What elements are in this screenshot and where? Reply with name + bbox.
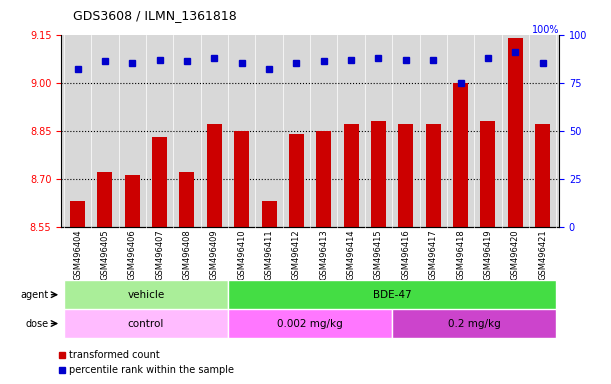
Bar bbox=[508, 38, 523, 227]
Text: control: control bbox=[128, 318, 164, 329]
Bar bbox=[453, 83, 468, 227]
Text: GSM496412: GSM496412 bbox=[292, 229, 301, 280]
Bar bbox=[316, 131, 331, 227]
Text: GSM496407: GSM496407 bbox=[155, 229, 164, 280]
Text: 0.2 mg/kg: 0.2 mg/kg bbox=[448, 318, 500, 329]
Bar bbox=[480, 121, 496, 227]
Bar bbox=[262, 201, 277, 227]
Bar bbox=[234, 131, 249, 227]
Text: BDE-47: BDE-47 bbox=[373, 290, 411, 300]
Text: GSM496408: GSM496408 bbox=[183, 229, 191, 280]
Bar bbox=[64, 280, 228, 309]
Text: GSM496405: GSM496405 bbox=[100, 229, 109, 280]
Bar bbox=[392, 309, 557, 338]
Bar bbox=[398, 124, 414, 227]
Text: GSM496419: GSM496419 bbox=[483, 229, 492, 280]
Bar bbox=[152, 137, 167, 227]
Bar bbox=[64, 309, 228, 338]
Text: agent: agent bbox=[21, 290, 49, 300]
Bar bbox=[426, 124, 441, 227]
Bar bbox=[289, 134, 304, 227]
Bar bbox=[180, 172, 194, 227]
Bar bbox=[228, 280, 557, 309]
Bar bbox=[125, 175, 140, 227]
Text: GSM496417: GSM496417 bbox=[429, 229, 437, 280]
Text: GSM496421: GSM496421 bbox=[538, 229, 547, 280]
Text: GSM496418: GSM496418 bbox=[456, 229, 465, 280]
Text: GSM496415: GSM496415 bbox=[374, 229, 383, 280]
Text: GSM496416: GSM496416 bbox=[401, 229, 411, 280]
Text: 0.002 mg/kg: 0.002 mg/kg bbox=[277, 318, 343, 329]
Text: GSM496413: GSM496413 bbox=[320, 229, 328, 280]
Bar bbox=[97, 172, 112, 227]
Text: GSM496414: GSM496414 bbox=[346, 229, 356, 280]
Text: GSM496420: GSM496420 bbox=[511, 229, 520, 280]
Text: GDS3608 / ILMN_1361818: GDS3608 / ILMN_1361818 bbox=[73, 9, 237, 22]
Bar bbox=[343, 124, 359, 227]
Text: dose: dose bbox=[26, 318, 49, 329]
Legend: transformed count, percentile rank within the sample: transformed count, percentile rank withi… bbox=[54, 346, 238, 379]
Bar bbox=[228, 309, 392, 338]
Bar bbox=[371, 121, 386, 227]
Bar bbox=[207, 124, 222, 227]
Text: GSM496404: GSM496404 bbox=[73, 229, 82, 280]
Text: 100%: 100% bbox=[532, 25, 559, 35]
Text: vehicle: vehicle bbox=[127, 290, 164, 300]
Bar bbox=[70, 201, 85, 227]
Text: GSM496411: GSM496411 bbox=[265, 229, 274, 280]
Text: GSM496410: GSM496410 bbox=[237, 229, 246, 280]
Text: GSM496406: GSM496406 bbox=[128, 229, 137, 280]
Text: GSM496409: GSM496409 bbox=[210, 229, 219, 280]
Bar bbox=[535, 124, 550, 227]
